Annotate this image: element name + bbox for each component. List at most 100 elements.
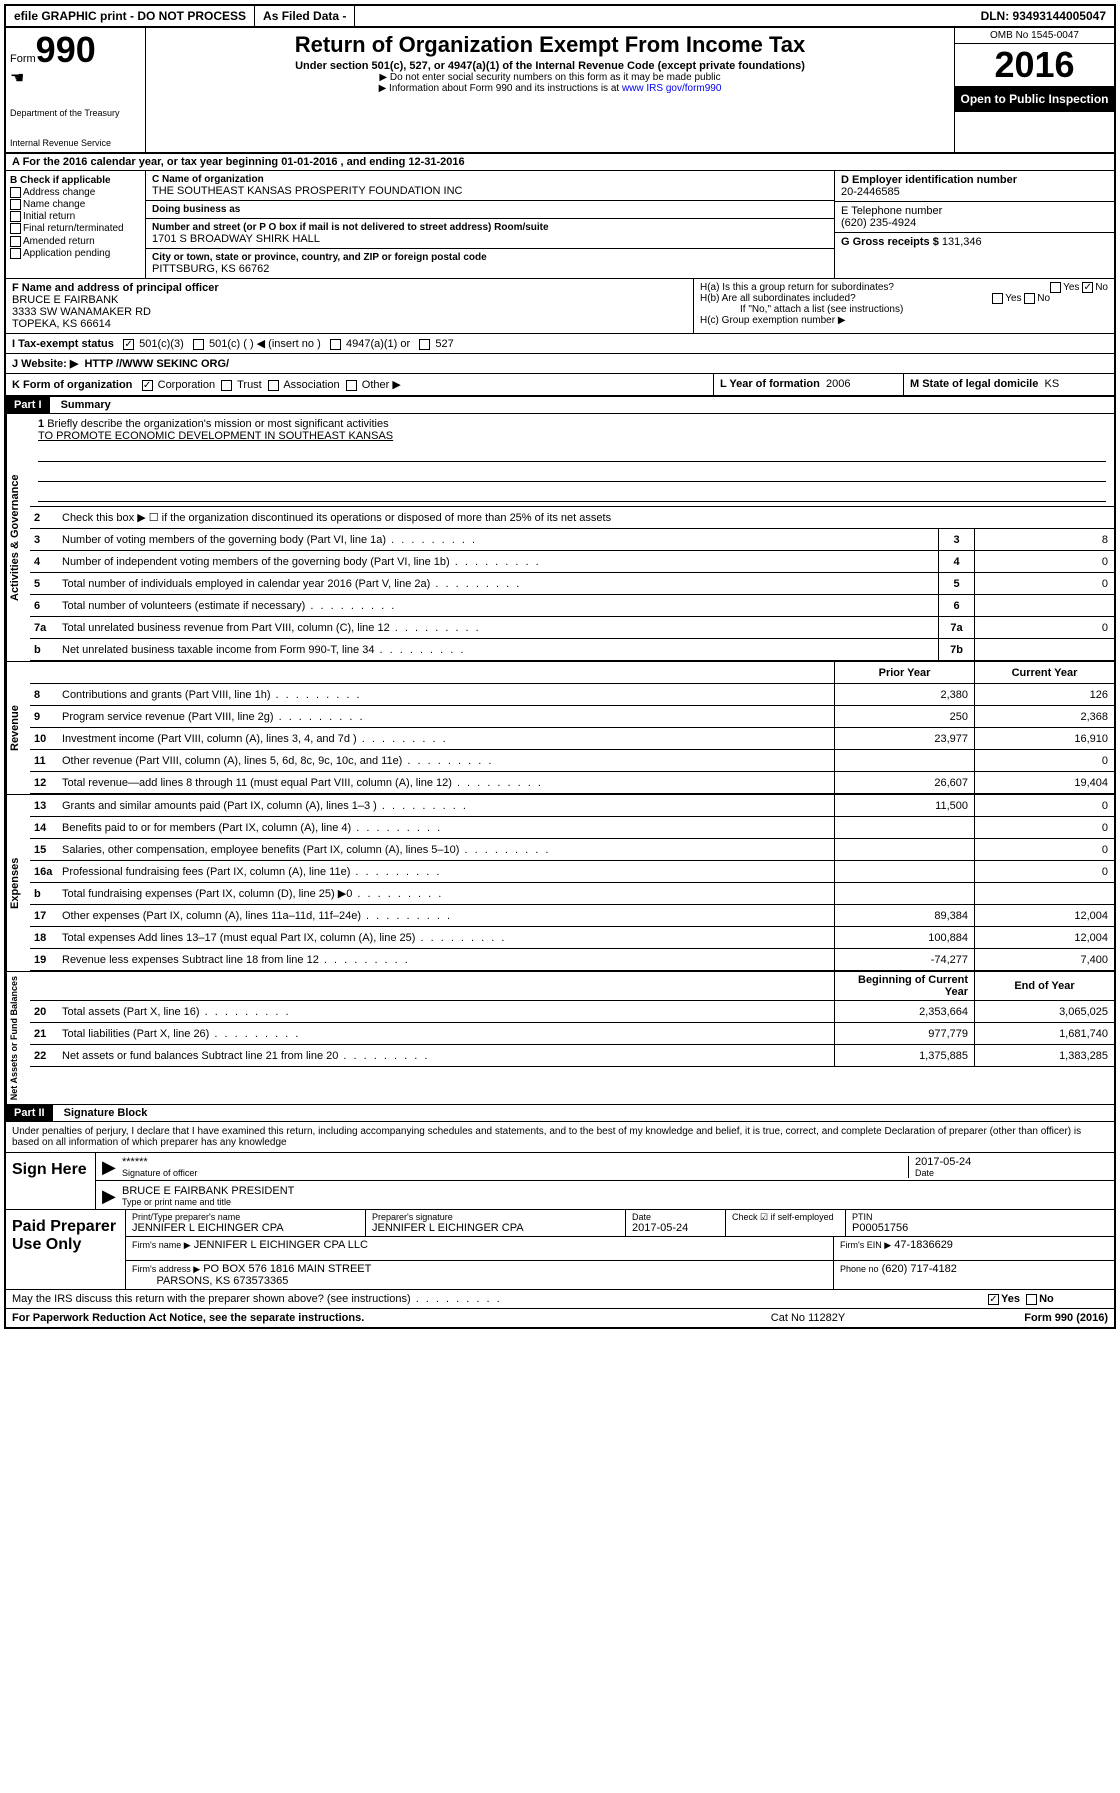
phone-value: (620) 235-4924 [841, 217, 1108, 229]
form-prefix: Form [10, 53, 36, 65]
preparer-name: JENNIFER L EICHINGER CPA [132, 1222, 284, 1234]
hb-no[interactable] [1024, 293, 1035, 304]
box-f: F Name and address of principal officer … [6, 279, 694, 333]
city-row: City or town, state or province, country… [146, 249, 834, 278]
perjury-statement: Under penalties of perjury, I declare th… [6, 1122, 1114, 1152]
sign-here-label: Sign Here [6, 1153, 96, 1209]
cb-name-change[interactable]: Name change [10, 199, 141, 210]
paid-right: Print/Type preparer's nameJENNIFER L EIC… [126, 1210, 1114, 1289]
header-left: Form990 ☚ Department of the Treasury Int… [6, 28, 146, 152]
box-de: D Employer identification number 20-2446… [834, 171, 1114, 278]
i-4947[interactable] [330, 339, 341, 350]
gross-receipts-value: 131,346 [942, 236, 982, 248]
firm-ein: 47-1836629 [894, 1239, 953, 1251]
omb-number: OMB No 1545-0047 [955, 28, 1114, 44]
i-501c3[interactable]: ✓ [123, 339, 134, 350]
form-number: 990 [36, 29, 96, 70]
dept-irs: Internal Revenue Service [10, 138, 141, 148]
line-13: 13Grants and similar amounts paid (Part … [30, 795, 1114, 817]
discuss-row: May the IRS discuss this return with the… [6, 1290, 1114, 1309]
net-header-row: Beginning of Current Year End of Year [30, 972, 1114, 1001]
h-b-row: H(b) Are all subordinates included? Yes … [700, 293, 1108, 304]
dept-treasury: Department of the Treasury [10, 108, 141, 118]
address-row: Number and street (or P O box if mail is… [146, 219, 834, 249]
main-info-block: B Check if applicable Address change Nam… [6, 171, 1114, 279]
line-b: bNet unrelated business taxable income f… [30, 639, 1114, 661]
tax-year: 2016 [955, 44, 1114, 86]
officer-city: TOPEKA, KS 66614 [12, 318, 687, 330]
cb-final-return[interactable]: Final return/terminated [10, 223, 141, 234]
k-assoc[interactable] [268, 380, 279, 391]
exp-content: 13Grants and similar amounts paid (Part … [30, 795, 1114, 971]
mission-text: TO PROMOTE ECONOMIC DEVELOPMENT IN SOUTH… [38, 430, 393, 442]
cb-address-change[interactable]: Address change [10, 187, 141, 198]
cb-application-pending[interactable]: Application pending [10, 248, 141, 259]
activities-governance-section: Activities & Governance 1 Briefly descri… [6, 414, 1114, 661]
part1-header-row: Part I Summary [6, 397, 1114, 414]
sign-right: ▶ ****** Signature of officer 2017-05-24… [96, 1153, 1114, 1209]
k-other[interactable] [346, 380, 357, 391]
hb-yes[interactable] [992, 293, 1003, 304]
i-501c[interactable] [193, 339, 204, 350]
line-11: 11Other revenue (Part VIII, column (A), … [30, 750, 1114, 772]
cb-initial-return[interactable]: Initial return [10, 211, 141, 222]
officer-name: BRUCE E FAIRBANK [12, 294, 687, 306]
dln-value: DLN: 93493144005047 [973, 6, 1114, 26]
sign-date: 2017-05-24 [915, 1156, 1108, 1168]
line-10: 10Investment income (Part VIII, column (… [30, 728, 1114, 750]
k-trust[interactable] [221, 380, 232, 391]
discuss-yes[interactable]: ✓ [988, 1294, 999, 1305]
i-527[interactable] [419, 339, 430, 350]
ssn-note: ▶ Do not enter social security numbers o… [150, 72, 950, 83]
line-18: 18Total expenses Add lines 13–17 (must e… [30, 927, 1114, 949]
part2-label: Part II [6, 1105, 53, 1121]
h-c-row: H(c) Group exemption number ▶ [700, 315, 1108, 326]
discuss-no[interactable] [1026, 1294, 1037, 1305]
org-city: PITTSBURG, KS 66762 [152, 263, 828, 275]
section-a-dates: A For the 2016 calendar year, or tax yea… [6, 154, 1114, 171]
expenses-section: Expenses 13Grants and similar amounts pa… [6, 794, 1114, 971]
ha-yes[interactable] [1050, 282, 1061, 293]
box-h: H(a) Is this a group return for subordin… [694, 279, 1114, 333]
line-4: 4Number of independent voting members of… [30, 551, 1114, 573]
website-value: HTTP //WWW SEKINC ORG/ [84, 358, 229, 370]
box-j: J Website: ▶ HTTP //WWW SEKINC ORG/ [6, 354, 1114, 374]
paid-preparer-label: Paid Preparer Use Only [6, 1210, 126, 1289]
officer-name-printed: BRUCE E FAIRBANK PRESIDENT [122, 1185, 1108, 1197]
line-14: 14Benefits paid to or for members (Part … [30, 817, 1114, 839]
ein-row: D Employer identification number 20-2446… [835, 171, 1114, 202]
ha-no[interactable]: ✓ [1082, 282, 1093, 293]
efile-notice: efile GRAPHIC print - DO NOT PROCESS [6, 6, 255, 26]
vtab-revenue: Revenue [6, 662, 30, 794]
k-corp[interactable]: ✓ [142, 380, 153, 391]
paid-row-1: Print/Type preparer's nameJENNIFER L EIC… [126, 1210, 1114, 1237]
header-right: OMB No 1545-0047 2016 Open to Public Ins… [954, 28, 1114, 152]
vtab-governance: Activities & Governance [6, 414, 30, 661]
rev-content: Prior Year Current Year 8Contributions a… [30, 662, 1114, 794]
gross-receipts-row: G Gross receipts $ 131,346 [835, 233, 1114, 251]
state-domicile: KS [1044, 378, 1059, 390]
ptin-value: P00051756 [852, 1222, 908, 1234]
part1-label: Part I [6, 397, 50, 413]
sign-row-1: ▶ ****** Signature of officer 2017-05-24… [96, 1153, 1114, 1181]
form-page: efile GRAPHIC print - DO NOT PROCESS As … [4, 4, 1116, 1329]
phone-row: E Telephone number (620) 235-4924 [835, 202, 1114, 233]
irs-link[interactable]: www IRS gov/form990 [622, 83, 721, 94]
box-m: M State of legal domicile KS [904, 374, 1114, 395]
line-16a: 16aProfessional fundraising fees (Part I… [30, 861, 1114, 883]
rev-header-row: Prior Year Current Year [30, 662, 1114, 684]
part1-title: Summary [53, 397, 119, 413]
header-center: Return of Organization Exempt From Incom… [146, 28, 954, 152]
line-20: 20Total assets (Part X, line 16) 2,353,6… [30, 1001, 1114, 1023]
cb-amended-return[interactable]: Amended return [10, 236, 141, 247]
form-header: Form990 ☚ Department of the Treasury Int… [6, 28, 1114, 154]
form-subtitle: Under section 501(c), 527, or 4947(a)(1)… [150, 60, 950, 72]
preparer-signature: JENNIFER L EICHINGER CPA [372, 1222, 524, 1234]
h-a-row: H(a) Is this a group return for subordin… [700, 282, 1108, 293]
info-note: ▶ Information about Form 990 and its ins… [150, 83, 950, 94]
gov-content: 1 Briefly describe the organization's mi… [30, 414, 1114, 661]
firm-city: PARSONS, KS 673573365 [156, 1275, 288, 1287]
line-9: 9Program service revenue (Part VIII, lin… [30, 706, 1114, 728]
vtab-expenses: Expenses [6, 795, 30, 971]
box-b: B Check if applicable Address change Nam… [6, 171, 146, 278]
